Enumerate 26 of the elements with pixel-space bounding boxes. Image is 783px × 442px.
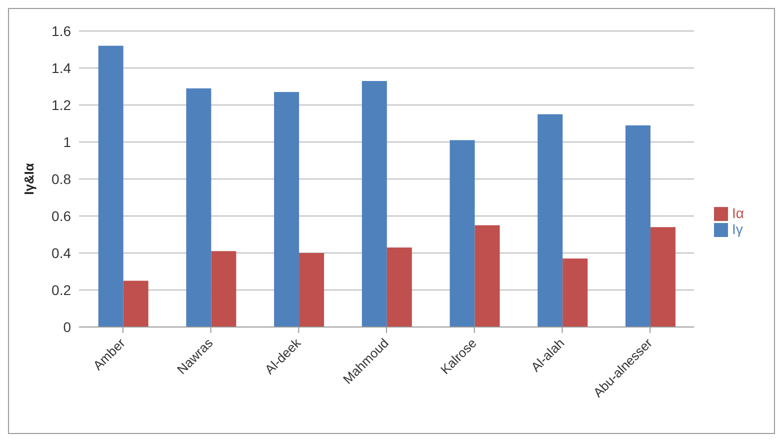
y-tick-label: 1.2 bbox=[52, 96, 72, 113]
bar bbox=[211, 251, 236, 327]
y-tick-label: 1 bbox=[63, 134, 72, 150]
bar bbox=[274, 92, 300, 327]
bar bbox=[386, 247, 412, 327]
y-tick-label: 1.6 bbox=[52, 22, 72, 39]
bar bbox=[362, 80, 387, 327]
bar bbox=[186, 88, 212, 327]
y-tick-label: 1.4 bbox=[52, 60, 72, 76]
bar bbox=[562, 258, 588, 327]
bar bbox=[123, 280, 148, 327]
legend-label: Iγ bbox=[732, 221, 743, 237]
y-tick-label: 0.8 bbox=[52, 170, 72, 187]
bar bbox=[538, 114, 563, 327]
legend-label: Iα bbox=[732, 204, 744, 221]
bar bbox=[299, 253, 324, 327]
y-tick-label: 0.4 bbox=[52, 244, 72, 261]
y-tick-label: 0 bbox=[63, 318, 72, 335]
bar bbox=[650, 227, 676, 327]
y-tick-label: 0.2 bbox=[52, 282, 72, 298]
y-tick-label: 0.6 bbox=[52, 208, 72, 224]
bar bbox=[98, 46, 124, 327]
bar bbox=[450, 140, 475, 327]
bar bbox=[625, 125, 650, 327]
bar bbox=[474, 225, 500, 327]
y-axis-title: Iγ&Iα bbox=[22, 163, 37, 195]
